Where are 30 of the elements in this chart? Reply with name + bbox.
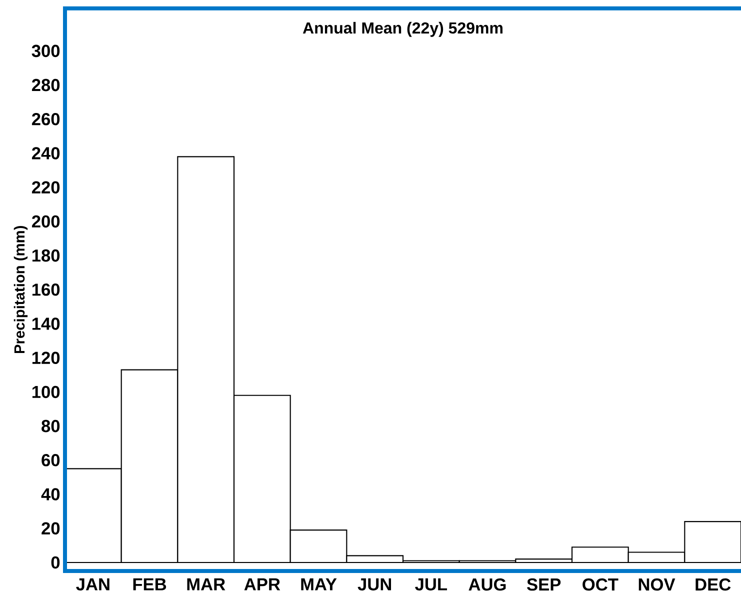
y-tick-label: 140: [32, 318, 60, 330]
x-tick-label: NOV: [638, 578, 676, 591]
y-tick-label: 20: [42, 522, 60, 535]
y-axis-title: Precipitation (mm): [14, 226, 28, 354]
x-tick-label: MAR: [187, 578, 226, 590]
y-tick-label: 260: [32, 113, 60, 126]
y-tick-label: 0: [51, 556, 60, 569]
y-tick-label: 80: [42, 420, 60, 432]
text: Annual Mean (22y) 529mm: [302, 22, 502, 37]
y-tick-label: 60: [42, 454, 60, 466]
x-tick-label: JAN: [76, 578, 110, 590]
x-tick-label: FEB: [133, 578, 166, 590]
x-tick-label: SEP: [527, 578, 561, 591]
x-tick-label: MAY: [301, 578, 337, 590]
x-tick-label: AUG: [468, 578, 506, 591]
y-tick-label: 200: [32, 215, 60, 228]
x-tick-label: DEC: [696, 578, 731, 591]
x-tick-label: JUN: [358, 578, 392, 590]
x-tick-label: APR: [244, 578, 280, 590]
y-tick-label: 180: [32, 249, 60, 262]
y-tick-label: 100: [32, 386, 60, 398]
x-tick-label: JUL: [415, 578, 448, 590]
y-tick-label: 240: [32, 147, 60, 160]
x-tick-label: OCT: [582, 578, 618, 591]
y-tick-label: 220: [32, 181, 60, 194]
y-tick-label: 300: [32, 44, 60, 58]
y-tick-label: 160: [32, 284, 60, 296]
y-tick-label: 280: [32, 78, 60, 92]
y-tick-label: 40: [41, 488, 60, 500]
y-tick-label: 120: [32, 352, 60, 364]
